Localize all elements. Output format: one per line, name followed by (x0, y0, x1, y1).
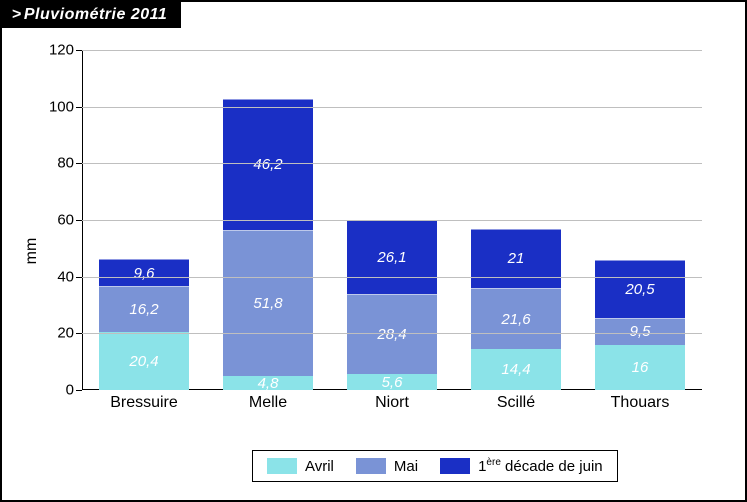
y-tick-mark (76, 220, 82, 221)
grid-line (82, 277, 702, 278)
bar-value-label: 21 (508, 250, 525, 267)
bar-value-label: 26,1 (377, 249, 406, 266)
y-tick-label: 20 (34, 325, 74, 342)
bar: 20,4 16,2 9,6 (99, 259, 189, 390)
bar-value-label: 4,8 (258, 375, 279, 392)
y-tick-label: 120 (34, 42, 74, 59)
bar: 14,4 21,6 21 (471, 229, 561, 390)
chart-container: >Pluviométrie 2011 mm 20,4 16,2 9,6 4,8 51,8… (0, 0, 747, 502)
x-tick-label: Melle (223, 394, 313, 412)
y-tick-mark (76, 163, 82, 164)
bar-value-label: 46,2 (253, 156, 282, 173)
y-tick-label: 40 (34, 268, 74, 285)
y-tick-label: 80 (34, 155, 74, 172)
legend-swatch (356, 458, 386, 474)
x-tick-label: Scillé (471, 394, 561, 412)
bar-segment-juin1: 26,1 (347, 220, 437, 294)
x-tick-label: Thouars (595, 394, 685, 412)
legend-item: Mai (356, 458, 418, 475)
y-tick-label: 100 (34, 98, 74, 115)
bar-segment-avril: 20,4 (99, 332, 189, 390)
y-tick-mark (76, 50, 82, 51)
chart-title: Pluviométrie 2011 (24, 6, 167, 23)
bar: 4,8 51,8 46,2 (223, 99, 313, 390)
bar-value-label: 51,8 (253, 295, 282, 312)
bar-value-label: 14,4 (501, 361, 530, 378)
grid-line (82, 220, 702, 221)
bar-slot: 16 9,5 20,5 (595, 260, 685, 390)
bar-value-label: 21,6 (501, 311, 530, 328)
legend-item: 1ère décade de juin (440, 457, 603, 475)
bar-value-label: 20,4 (129, 353, 158, 370)
legend-item: Avril (267, 458, 334, 475)
bar-segment-juin1: 9,6 (99, 259, 189, 286)
bar-segment-avril: 5,6 (347, 374, 437, 390)
grid-line (82, 107, 702, 108)
bar-value-label: 9,6 (134, 265, 155, 282)
y-tick-mark (76, 107, 82, 108)
bar-segment-mai: 51,8 (223, 230, 313, 377)
bar-value-label: 20,5 (625, 281, 654, 298)
x-tick-label: Niort (347, 394, 437, 412)
x-tick-label: Bressuire (99, 394, 189, 412)
bar-segment-avril: 4,8 (223, 376, 313, 390)
bar-slot: 14,4 21,6 21 (471, 229, 561, 390)
grid-line (82, 333, 702, 334)
bar: 5,6 28,4 26,1 (347, 220, 437, 390)
bar-slot: 20,4 16,2 9,6 (99, 259, 189, 390)
y-tick-label: 60 (34, 212, 74, 229)
plot-area: 20,4 16,2 9,6 4,8 51,8 46,2 5,6 28,4 26,1 14,4 21,… (82, 50, 702, 390)
bar-value-label: 28,4 (377, 326, 406, 343)
legend-label: Mai (394, 458, 418, 475)
legend: Avril Mai 1ère décade de juin (252, 450, 618, 482)
bar-value-label: 9,5 (630, 323, 651, 340)
grid-line (82, 163, 702, 164)
x-axis-labels: Bressuire Melle Niort Scillé Thouars (82, 394, 702, 412)
bar-segment-mai: 16,2 (99, 286, 189, 332)
y-axis-label: mm (23, 238, 41, 265)
y-tick-label: 0 (34, 382, 74, 399)
bar-segment-mai: 21,6 (471, 288, 561, 349)
legend-swatch (267, 458, 297, 474)
bar-segment-avril: 14,4 (471, 349, 561, 390)
legend-label: 1ère décade de juin (478, 457, 603, 475)
y-tick-mark (76, 277, 82, 278)
legend-label: Avril (305, 458, 334, 475)
y-tick-mark (76, 333, 82, 334)
bar-value-label: 16,2 (129, 301, 158, 318)
bar-value-label: 16 (632, 359, 649, 376)
bar-value-label: 5,6 (382, 374, 403, 391)
bar-segment-avril: 16 (595, 345, 685, 390)
bar-segment-mai: 9,5 (595, 318, 685, 345)
chevron-right-icon: > (12, 6, 22, 23)
y-tick-mark (76, 390, 82, 391)
bar-slot: 4,8 51,8 46,2 (223, 99, 313, 390)
legend-swatch (440, 458, 470, 474)
bar-segment-juin1: 20,5 (595, 260, 685, 318)
grid-line (82, 50, 702, 51)
bar-slot: 5,6 28,4 26,1 (347, 220, 437, 390)
bar-segment-juin1: 21 (471, 229, 561, 289)
chart-title-tab: >Pluviométrie 2011 (2, 2, 181, 28)
bar: 16 9,5 20,5 (595, 260, 685, 390)
